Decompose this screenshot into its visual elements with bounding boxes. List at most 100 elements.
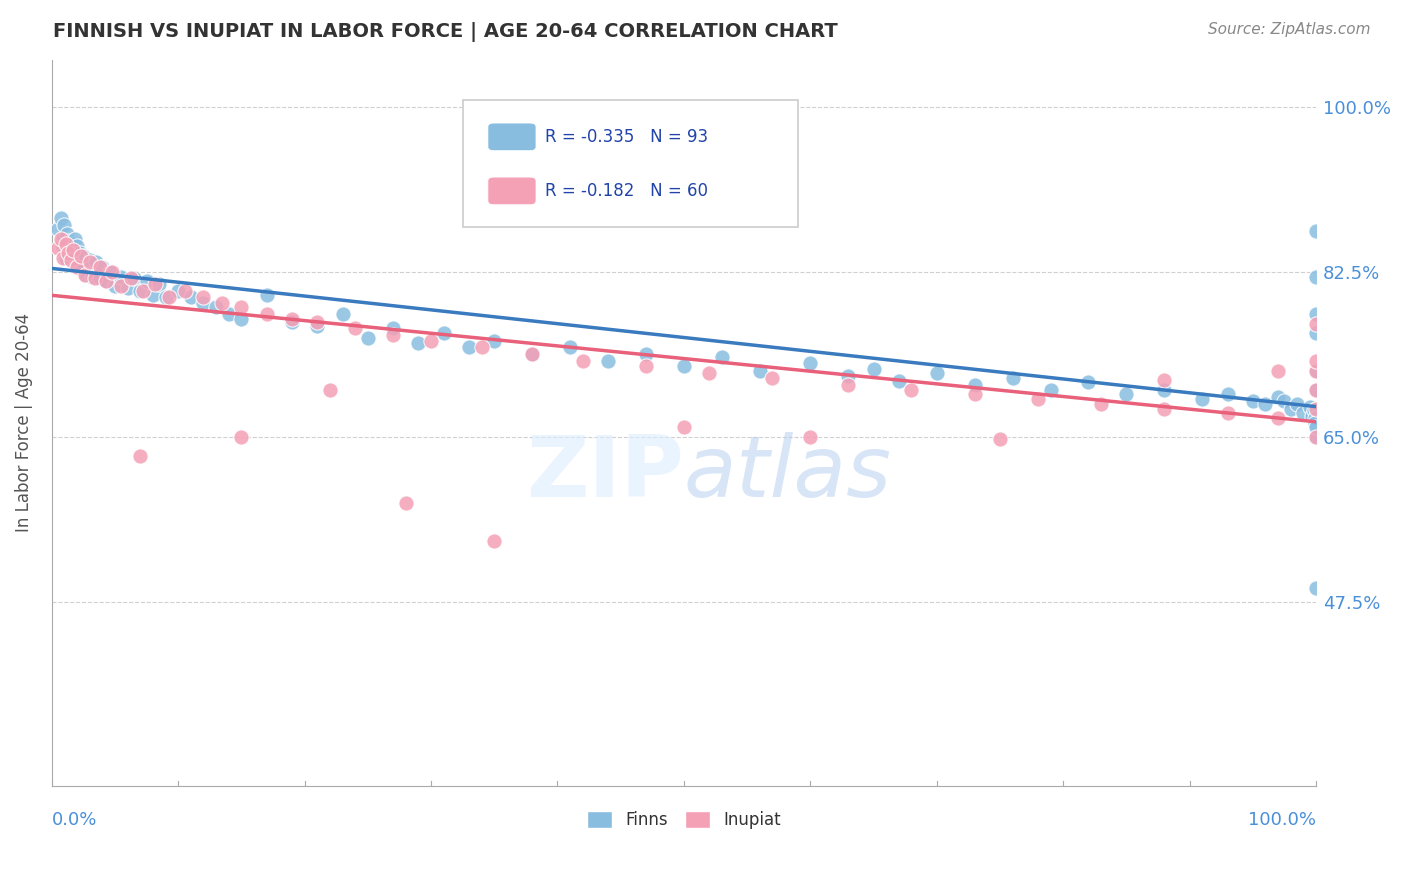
- FancyBboxPatch shape: [488, 123, 536, 151]
- Point: [332, 307, 354, 321]
- Point: [963, 387, 986, 401]
- Point: [110, 279, 132, 293]
- Point: [69, 262, 91, 277]
- Point: [53, 218, 76, 232]
- Point: [173, 284, 195, 298]
- Point: [1115, 387, 1137, 401]
- Point: [307, 315, 329, 329]
- Point: [1153, 401, 1175, 416]
- Point: [1305, 430, 1327, 444]
- Point: [1305, 364, 1327, 378]
- Point: [1001, 371, 1024, 385]
- Text: R = -0.335   N = 93: R = -0.335 N = 93: [546, 128, 709, 146]
- Point: [1292, 406, 1315, 420]
- Point: [596, 354, 619, 368]
- Point: [256, 288, 278, 302]
- Point: [1305, 307, 1327, 321]
- Point: [79, 255, 101, 269]
- Point: [1301, 409, 1323, 423]
- Point: [837, 368, 859, 383]
- Point: [837, 378, 859, 392]
- Point: [256, 307, 278, 321]
- Point: [75, 268, 97, 282]
- Point: [382, 328, 405, 343]
- Point: [145, 277, 167, 291]
- Point: [1191, 392, 1213, 406]
- Point: [72, 249, 94, 263]
- Point: [63, 232, 86, 246]
- Point: [55, 251, 77, 265]
- Point: [420, 334, 443, 348]
- Point: [218, 307, 240, 321]
- Point: [1305, 224, 1327, 238]
- Point: [98, 265, 121, 279]
- Point: [1305, 354, 1327, 368]
- Point: [56, 246, 79, 260]
- Point: [155, 290, 177, 304]
- Point: [484, 334, 506, 348]
- Point: [799, 356, 821, 370]
- Point: [89, 260, 111, 274]
- Point: [672, 359, 695, 373]
- Point: [1254, 397, 1277, 411]
- Point: [59, 252, 82, 267]
- Point: [82, 269, 104, 284]
- Point: [231, 312, 253, 326]
- Point: [83, 271, 105, 285]
- Point: [433, 326, 456, 340]
- Point: [135, 274, 157, 288]
- Point: [307, 318, 329, 333]
- Point: [1039, 383, 1062, 397]
- FancyBboxPatch shape: [463, 100, 797, 227]
- Point: [69, 246, 91, 260]
- Point: [1216, 406, 1239, 420]
- Point: [101, 265, 124, 279]
- Point: [1305, 364, 1327, 378]
- Point: [1216, 387, 1239, 401]
- Point: [1305, 401, 1327, 416]
- Point: [900, 383, 922, 397]
- Text: Source: ZipAtlas.com: Source: ZipAtlas.com: [1208, 22, 1371, 37]
- Point: [799, 430, 821, 444]
- Point: [672, 420, 695, 434]
- Point: [231, 430, 253, 444]
- Point: [142, 288, 165, 302]
- Point: [1303, 411, 1326, 425]
- Point: [748, 364, 770, 378]
- Point: [1305, 430, 1327, 444]
- Point: [1299, 400, 1322, 414]
- Point: [91, 260, 114, 274]
- Point: [395, 496, 418, 510]
- Text: FINNISH VS INUPIAT IN LABOR FORCE | AGE 20-64 CORRELATION CHART: FINNISH VS INUPIAT IN LABOR FORCE | AGE …: [53, 22, 838, 42]
- Point: [52, 251, 75, 265]
- Point: [46, 222, 69, 236]
- Point: [94, 274, 117, 288]
- Point: [84, 255, 107, 269]
- Point: [697, 366, 720, 380]
- Point: [46, 241, 69, 255]
- Point: [1267, 390, 1289, 404]
- Point: [634, 359, 657, 373]
- Point: [69, 249, 91, 263]
- Point: [56, 241, 79, 255]
- Point: [73, 268, 96, 282]
- Point: [1305, 420, 1327, 434]
- Point: [571, 354, 593, 368]
- Point: [1305, 269, 1327, 284]
- Point: [60, 236, 83, 251]
- Point: [67, 258, 90, 272]
- Point: [148, 277, 170, 291]
- Point: [522, 347, 544, 361]
- Text: 100.0%: 100.0%: [1249, 811, 1316, 829]
- Point: [62, 243, 84, 257]
- Point: [963, 378, 986, 392]
- Point: [761, 371, 783, 385]
- Point: [59, 243, 82, 257]
- Point: [484, 533, 506, 548]
- Point: [51, 238, 73, 252]
- Point: [1305, 416, 1327, 430]
- Point: [925, 366, 948, 380]
- Point: [319, 383, 342, 397]
- Legend: Finns, Inupiat: Finns, Inupiat: [581, 804, 787, 836]
- Point: [167, 284, 190, 298]
